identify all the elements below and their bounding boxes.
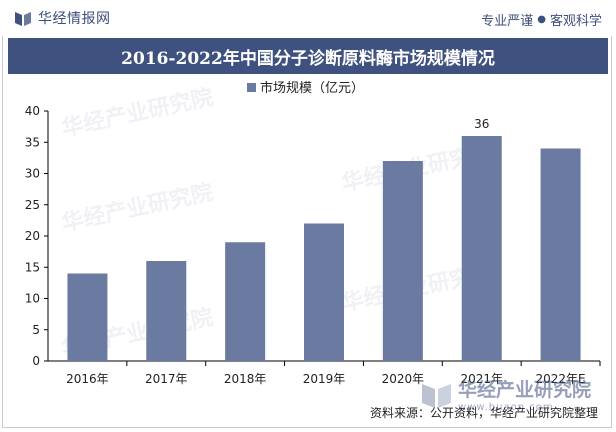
x-tick-label: 2017年 bbox=[145, 372, 188, 386]
y-tick-label: 10 bbox=[25, 292, 40, 306]
header: 华经情报网 专业严谨 ● 客观科学 bbox=[0, 0, 616, 36]
y-tick-label: 25 bbox=[25, 198, 40, 212]
brand: 华经情报网 bbox=[14, 9, 111, 27]
x-tick-label: 2021年 bbox=[460, 372, 503, 386]
title-bar: 2016-2022年中国分子诊断原料酶市场规模情况 bbox=[8, 38, 608, 74]
bar bbox=[146, 261, 187, 361]
slogan-right: 客观科学 bbox=[549, 14, 602, 29]
corner-watermark-url: www.huaon.com bbox=[458, 402, 554, 413]
corner-watermark-logo-icon bbox=[422, 384, 451, 408]
slogan-dot-icon: ● bbox=[537, 14, 546, 25]
corner-watermark: 华经产业研究院 www.huaon.com bbox=[420, 375, 591, 413]
y-tick-label: 30 bbox=[25, 167, 40, 181]
slogan: 专业严谨 ● 客观科学 bbox=[481, 10, 602, 29]
bar bbox=[67, 273, 108, 361]
bar bbox=[461, 136, 502, 361]
y-tick-label: 15 bbox=[25, 260, 40, 274]
source-note: 资料来源：公开资料，华经产业研究院整理 bbox=[369, 406, 598, 420]
x-tick-label: 2016年 bbox=[66, 372, 109, 386]
data-label: 36 bbox=[474, 117, 489, 131]
brand-name: 华经情报网 bbox=[38, 11, 111, 27]
bar bbox=[225, 242, 266, 361]
bar bbox=[382, 161, 423, 361]
bar bbox=[304, 223, 344, 361]
chart-title: 2016-2022年中国分子诊断原料酶市场规模情况 bbox=[121, 48, 495, 69]
legend-swatch bbox=[247, 83, 256, 92]
x-tick-label: 2020年 bbox=[382, 372, 425, 386]
y-tick-label: 35 bbox=[25, 135, 40, 149]
y-tick-label: 40 bbox=[25, 104, 40, 118]
x-tick-label: 2019年 bbox=[303, 372, 346, 386]
x-tick-label: 2022年E bbox=[536, 372, 586, 386]
slogan-left: 专业严谨 bbox=[481, 14, 534, 29]
y-tick-label: 5 bbox=[32, 323, 40, 337]
corner-watermark-name: 华经产业研究院 bbox=[458, 379, 592, 401]
brand-logo-icon bbox=[15, 12, 31, 26]
legend-label: 市场规模（亿元） bbox=[260, 80, 364, 96]
x-tick-label: 2018年 bbox=[224, 372, 267, 386]
y-tick-label: 0 bbox=[32, 354, 40, 368]
bar bbox=[540, 148, 581, 361]
y-tick-label: 20 bbox=[25, 229, 40, 243]
